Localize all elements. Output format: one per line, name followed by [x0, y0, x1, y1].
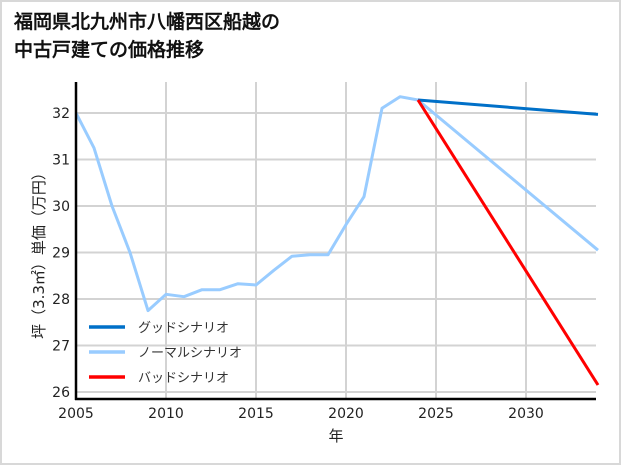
- tick-labels: 2005 2010 2015 2020 2025 2030 26 27 28 29 30 31 32: [52, 106, 544, 422]
- legend-label: グッドシナリオ: [138, 321, 229, 336]
- y-tick-label: 27: [52, 339, 70, 355]
- y-tick-label: 31: [52, 153, 70, 169]
- chart-title: 福岡県北九州市八幡西区船越の 中古戸建ての価格推移: [14, 8, 280, 64]
- y-axis-label: 坪（3.3㎡）単価（万円）: [30, 165, 48, 339]
- axes: [74, 82, 596, 401]
- title-line-1: 福岡県北九州市八幡西区船越の: [14, 11, 281, 33]
- y-tick-label: 30: [52, 199, 70, 215]
- x-tick-label: 2025: [418, 406, 454, 422]
- legend-label: バッドシナリオ: [138, 371, 229, 386]
- y-tick-label: 29: [52, 246, 70, 262]
- x-tick-label: 2030: [508, 406, 544, 422]
- y-tick-label: 32: [52, 106, 70, 122]
- x-axis-label: 年: [328, 427, 343, 445]
- legend-label: ノーマルシナリオ: [138, 346, 242, 361]
- y-tick-label: 26: [52, 385, 70, 401]
- x-tick-label: 2015: [238, 406, 274, 422]
- y-tick-label: 28: [52, 292, 70, 308]
- series-line: [74, 95, 599, 313]
- x-tick-label: 2005: [58, 406, 94, 422]
- grid-lines: [76, 82, 596, 399]
- series-line: [416, 99, 600, 386]
- series-lines: [74, 95, 600, 386]
- x-tick-label: 2020: [328, 406, 364, 422]
- x-tick-label: 2010: [148, 406, 184, 422]
- title-line-2: 中古戸建ての価格推移: [14, 39, 205, 61]
- series-line: [417, 98, 599, 116]
